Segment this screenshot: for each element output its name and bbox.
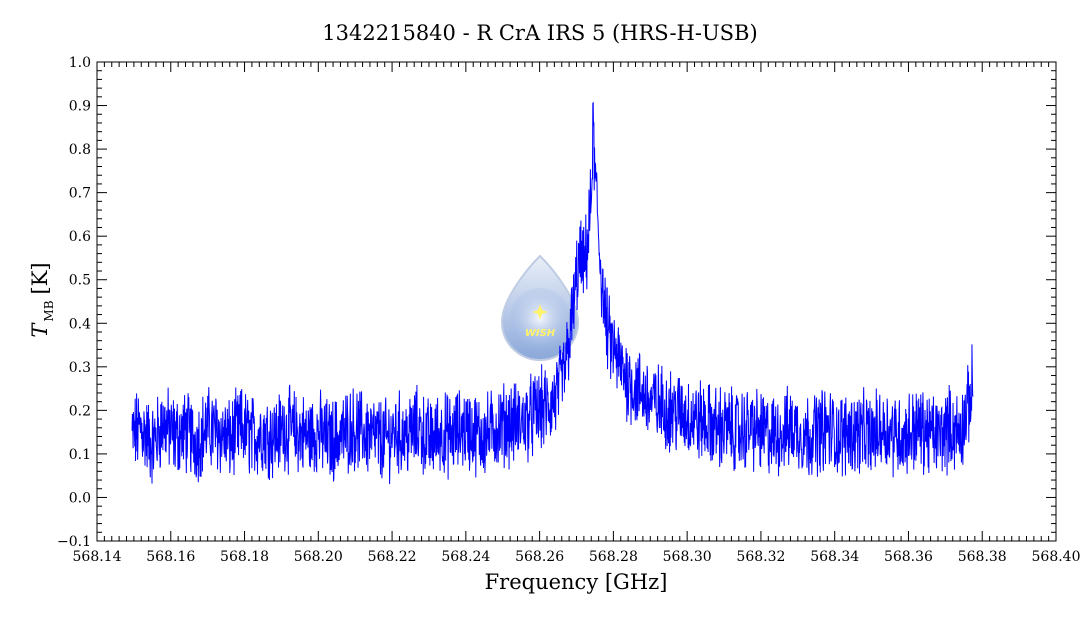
x-tick-label: 568.20 (294, 549, 343, 565)
x-tick-label: 568.36 (884, 549, 933, 565)
x-tick-label: 568.18 (220, 549, 269, 565)
y-tick-label: 0.4 (69, 316, 91, 332)
chart-title: 1342215840 - R CrA IRS 5 (HRS-H-USB) (322, 21, 757, 45)
x-tick-label: 568.32 (736, 549, 785, 565)
series-spectrum-line (131, 101, 974, 485)
star-icon (532, 304, 548, 320)
x-tick-label: 568.28 (589, 549, 638, 565)
x-tick-label: 568.38 (958, 549, 1007, 565)
x-axis-ticks: 568.14 568.16 568.18 568.20 568.22 568.24 568.… (73, 62, 1080, 565)
y-tick-label: 0.3 (69, 360, 91, 376)
x-tick-label: 568.24 (441, 549, 490, 565)
y-axis-label-main: T (28, 322, 52, 338)
svg-text:TMB[K]: TMB [K] (28, 262, 56, 337)
y-axis-ticks: −0.1 0.0 0.1 0.2 0.3 0.4 0.5 0.6 0.7 0.8 0.9 1.0 (57, 55, 1056, 550)
x-tick-label: 568.30 (663, 549, 712, 565)
y-tick-label: 0.9 (69, 99, 91, 115)
y-tick-label: 0.1 (69, 447, 91, 463)
x-tick-label: 568.16 (146, 549, 195, 565)
y-axis-label-unit: [K] (28, 262, 52, 294)
y-tick-label: 0.6 (69, 229, 91, 245)
x-tick-label: 568.40 (1032, 549, 1080, 565)
logo-text: WISH (525, 328, 556, 339)
y-tick-label: 0.7 (69, 186, 91, 202)
x-tick-label: 568.14 (73, 549, 122, 565)
x-tick-label: 568.34 (810, 549, 859, 565)
y-tick-label: 0.2 (69, 403, 91, 419)
x-tick-label: 568.26 (515, 549, 564, 565)
y-tick-label: 0.8 (69, 142, 91, 158)
wish-logo: WISH (500, 254, 580, 362)
y-tick-label: 1.0 (69, 55, 91, 71)
y-axis-label-sub: MB (42, 300, 56, 321)
plot-frame (96, 61, 1057, 542)
y-tick-label: 0.0 (69, 490, 91, 506)
x-tick-label: 568.22 (368, 549, 417, 565)
y-axis-label: TMB [K] (28, 262, 56, 337)
y-tick-label: 0.5 (69, 273, 91, 289)
x-axis-label: Frequency [GHz] (485, 570, 668, 594)
y-tick-label: −0.1 (57, 534, 91, 550)
